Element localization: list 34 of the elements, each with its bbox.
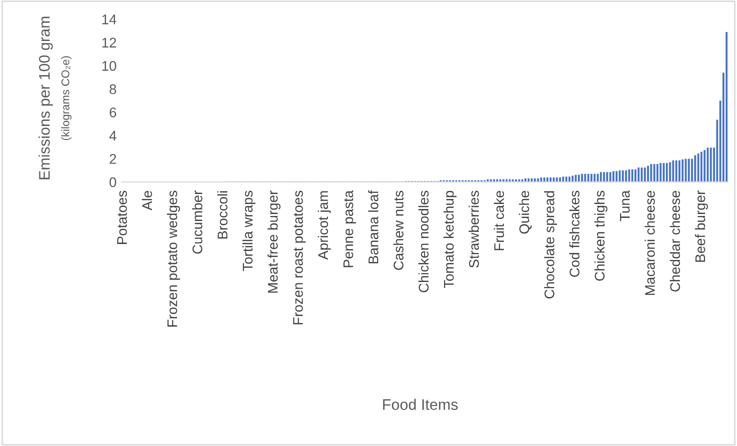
y-axis-title: Emissions per 100 gram (kilograms CO₂e)	[38, 16, 72, 180]
x-tick-label: Ale	[142, 190, 152, 210]
x-tick-label: Cashew nuts	[393, 190, 404, 270]
x-tick-label: Potatoes	[117, 190, 127, 244]
y-tick-label: 10	[102, 61, 116, 71]
x-tick-label: Frozen potato wedges	[166, 190, 180, 327]
y-tick-label: 2	[110, 154, 116, 164]
x-tick-label: Frozen roast potatoes	[293, 190, 306, 324]
x-tick-label: Broccoli	[217, 191, 228, 239]
x-tick-label: Apricot jam	[318, 191, 331, 260]
x-tick-label: Meat-free burger	[268, 190, 280, 293]
x-tick-label: Banana loaf	[368, 190, 378, 264]
x-tick-label: Chicken thighs	[594, 190, 608, 281]
x-tick-label: Tortilla wraps	[242, 190, 256, 272]
x-tick-label: Strawberries	[468, 190, 479, 268]
x-tick-label: Fruit cake	[494, 190, 504, 250]
x-tick-label: Beef burger	[694, 190, 708, 262]
x-tick-label: Macaroni cheese	[644, 190, 655, 295]
y-tick-label: 14	[102, 14, 116, 24]
x-tick-label: Quiche	[518, 190, 532, 234]
x-tick-label: Chocolate spread	[544, 191, 558, 298]
x-tick-label: Cucumber	[192, 190, 202, 254]
x-tick-label: Penne pasta	[343, 190, 356, 268]
y-tick-label: 12	[102, 38, 116, 48]
x-tick-label: Tomato ketchup	[444, 190, 456, 288]
x-tick-label: Cod fishcakes	[569, 190, 580, 277]
y-tick-label: 4	[109, 130, 116, 140]
y-tick-label: 0	[110, 177, 116, 188]
x-axis-title: Food Items	[383, 398, 458, 410]
x-tick-label: Tuna	[620, 190, 630, 222]
y-tick-label: 6	[110, 108, 116, 118]
x-tick-label: Chicken noodles	[418, 190, 429, 292]
y-tick-label: 8	[110, 84, 116, 94]
x-tick-label: Cheddar cheese	[670, 190, 680, 292]
